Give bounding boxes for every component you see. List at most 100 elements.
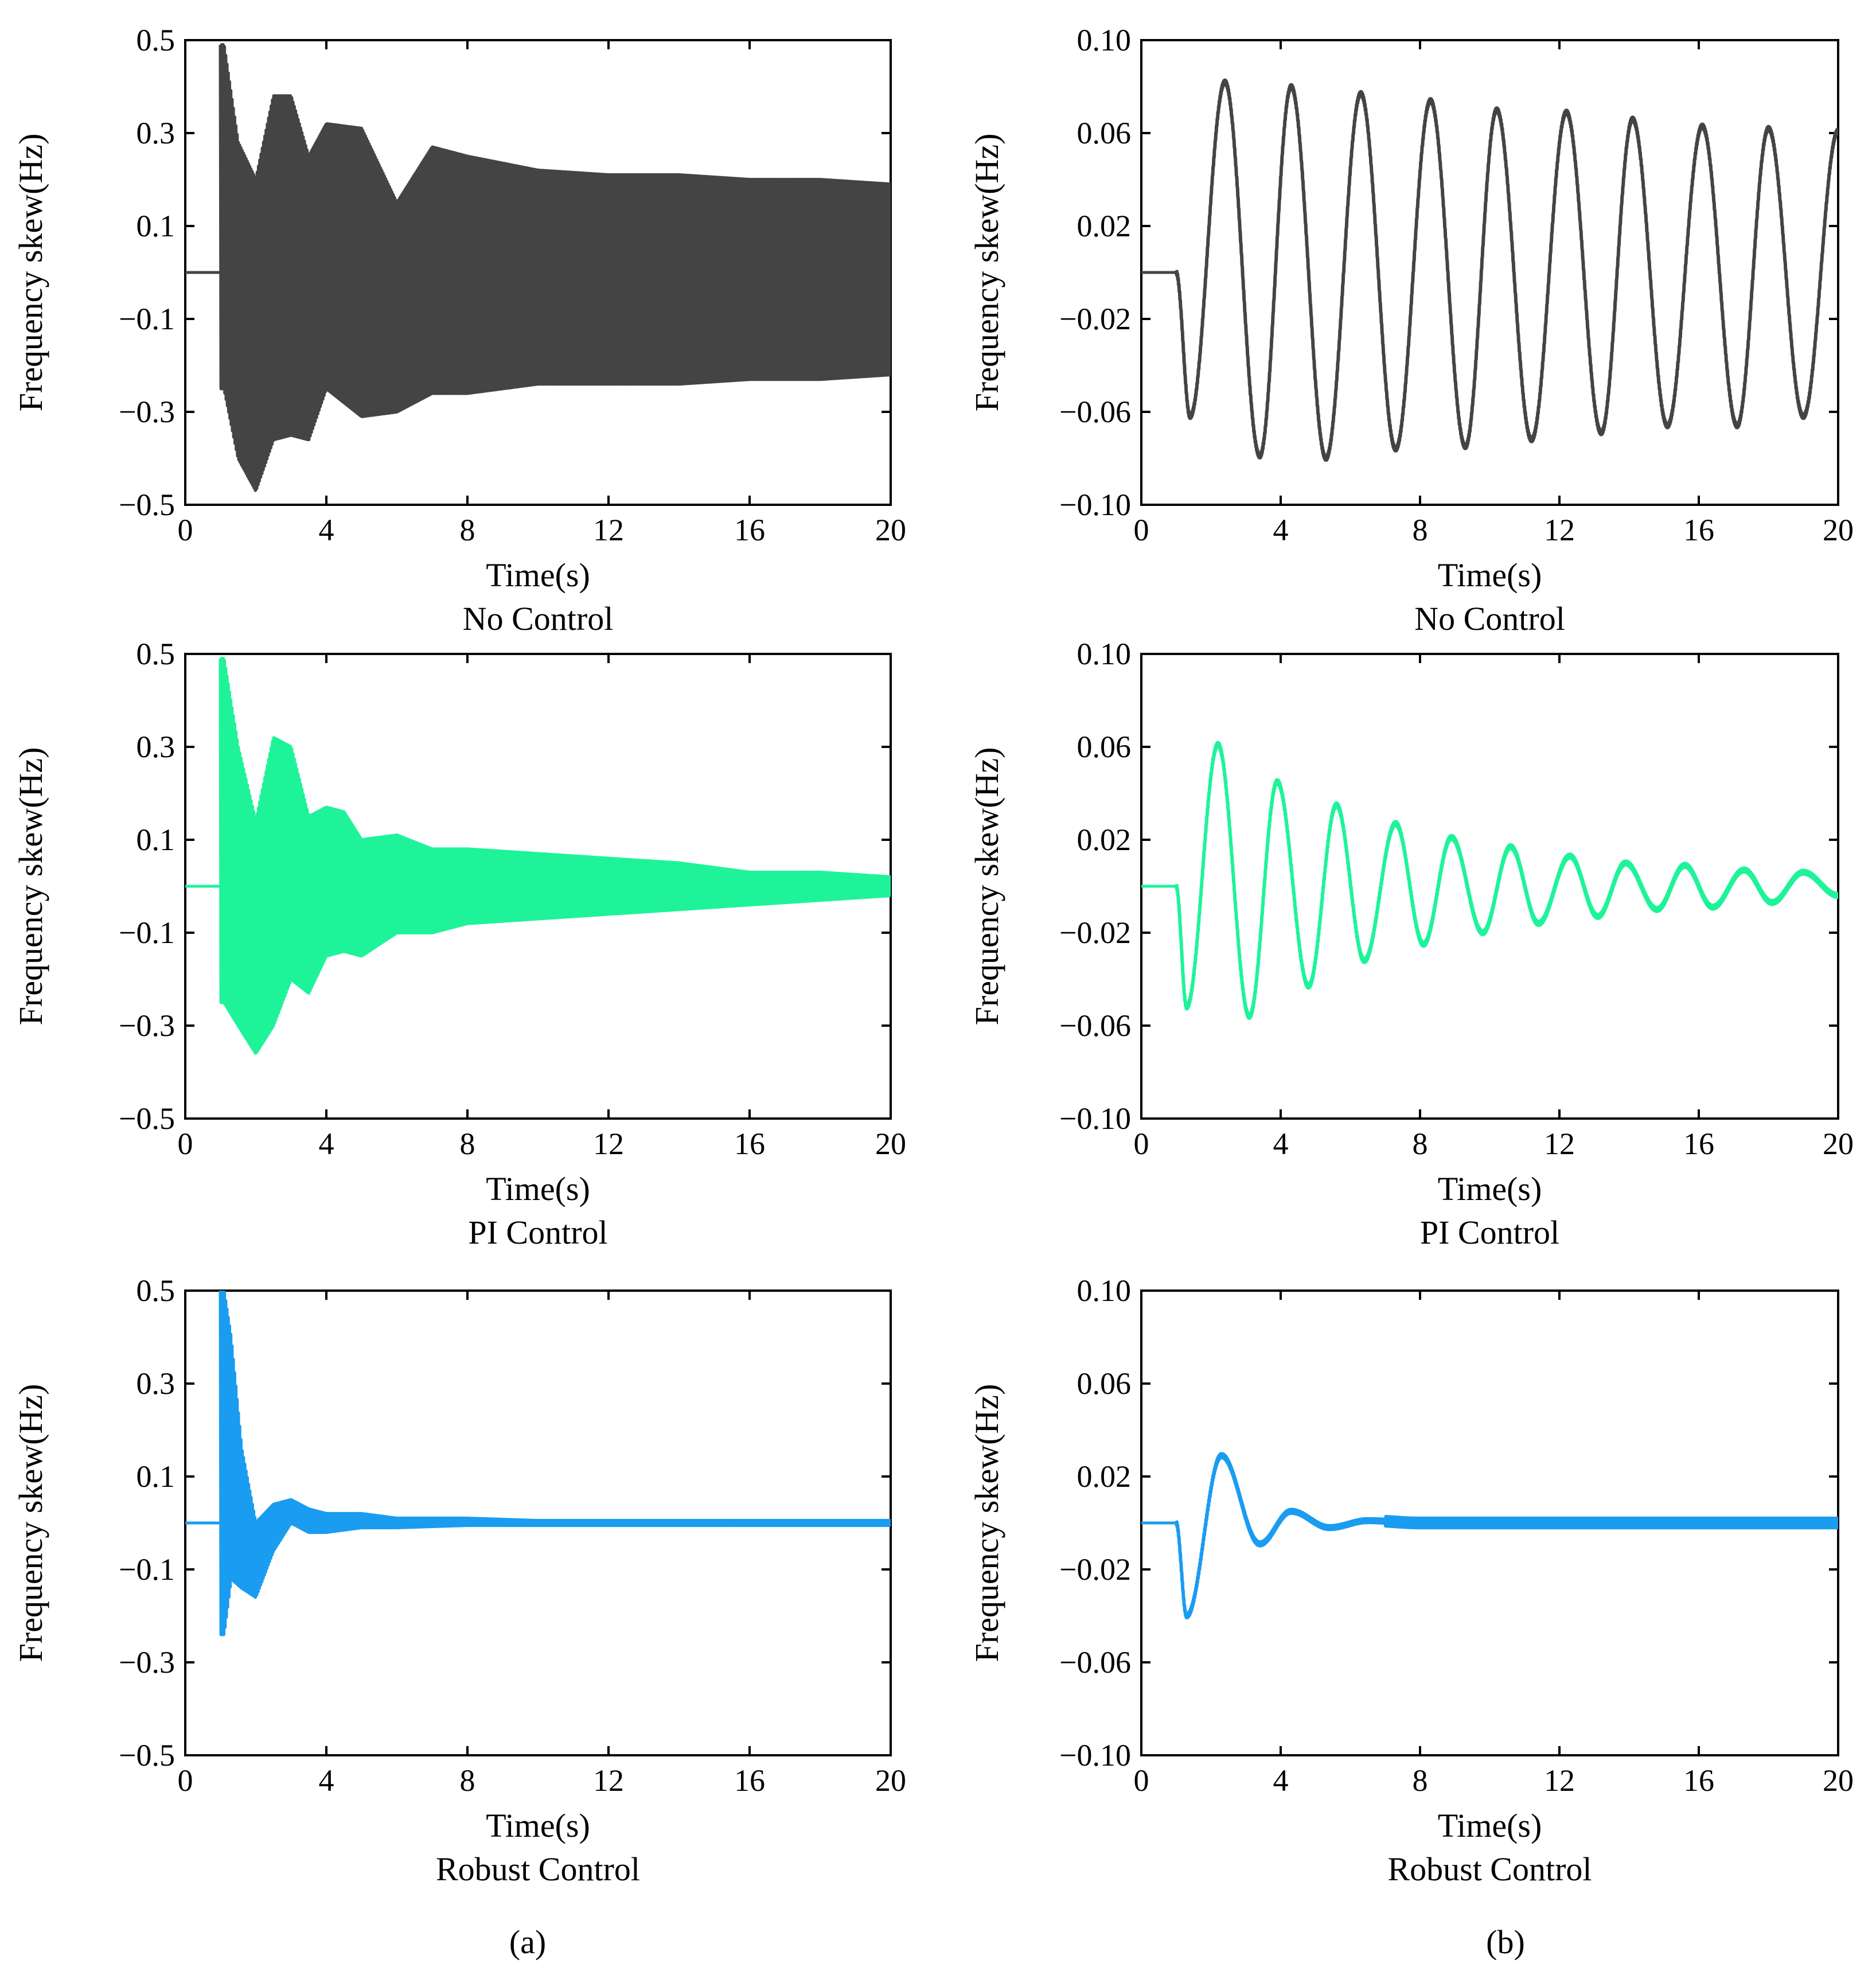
series-line — [219, 43, 891, 492]
y-tick-label: 0.06 — [1077, 1366, 1132, 1401]
plot-area-frame — [1140, 653, 1839, 1120]
x-tick-label: 12 — [1544, 1127, 1575, 1161]
chart-a-no-control: 0 4 8 12 16 20 0.5 0.3 0.1 −0.1 −0.3 −0.5 Time(s) Fre… — [12, 23, 906, 637]
x-tick-label: 12 — [593, 1127, 624, 1161]
y-axis-label: Frequency skew(Hz) — [968, 1384, 1005, 1662]
x-axis-label: Time(s) — [1438, 556, 1542, 594]
series-line — [219, 657, 891, 1055]
chart-b-pi-control: 0 4 8 12 16 20 0.10 0.06 0.02 −0.02 −0.06 −0.10 Time… — [968, 637, 1854, 1251]
x-tick-label: 12 — [1544, 1763, 1575, 1798]
x-tick-label: 4 — [319, 513, 334, 547]
series-group — [1141, 1452, 1838, 1620]
x-tick-label: 4 — [1273, 1763, 1289, 1798]
y-tick-label: 0.06 — [1077, 730, 1132, 764]
y-tick-label: 0.1 — [136, 209, 175, 243]
y-tick-label: 0.10 — [1077, 23, 1132, 57]
series-line — [219, 1291, 891, 1637]
x-tick-label: 0 — [178, 513, 193, 547]
x-tick-label: 0 — [178, 1763, 193, 1798]
y-tick-label: −0.02 — [1059, 915, 1131, 950]
x-tick-label: 12 — [593, 513, 624, 547]
x-tick-label: 8 — [1413, 1763, 1428, 1798]
y-tick-label: 0.5 — [136, 23, 175, 57]
x-axis-label: Time(s) — [1438, 1170, 1542, 1207]
series-group — [185, 657, 891, 1055]
y-tick-label: 0.06 — [1077, 116, 1132, 150]
y-tick-label: −0.10 — [1059, 488, 1131, 522]
x-tick-label: 8 — [460, 513, 475, 547]
x-tick-label: 0 — [1134, 1127, 1149, 1161]
x-tick-label: 16 — [1683, 513, 1714, 547]
x-tick-label: 20 — [1823, 513, 1854, 547]
x-tick-label: 16 — [734, 1763, 765, 1798]
chart-title: Robust Control — [1387, 1850, 1592, 1888]
y-tick-label: −0.10 — [1059, 1101, 1131, 1136]
y-tick-label: 0.5 — [136, 637, 175, 671]
y-tick-label: −0.06 — [1059, 1008, 1131, 1043]
y-tick-label: 0.3 — [136, 730, 175, 764]
x-tick-label: 4 — [319, 1763, 334, 1798]
y-tick-label: −0.5 — [119, 1738, 175, 1772]
x-tick-label: 8 — [1413, 513, 1428, 547]
x-tick-label: 20 — [1823, 1127, 1854, 1161]
x-tick-label: 8 — [460, 1763, 475, 1798]
y-tick-label: 0.10 — [1077, 1273, 1132, 1308]
series-group — [1141, 78, 1838, 462]
chart-title: No Control — [1414, 600, 1565, 637]
y-tick-label: 0.10 — [1077, 637, 1132, 671]
series-line — [1174, 741, 1838, 1020]
chart-a-robust-control: 0 4 8 12 16 20 0.5 0.3 0.1 −0.1 −0.3 −0.5 Time(s) Fre… — [12, 1273, 906, 1888]
x-tick-label: 12 — [593, 1763, 624, 1798]
x-tick-label: 0 — [1134, 1763, 1149, 1798]
x-tick-label: 4 — [1273, 1127, 1289, 1161]
x-axis-label: Time(s) — [486, 1170, 590, 1207]
y-axis-label: Frequency skew(Hz) — [12, 747, 49, 1026]
x-axis-label: Time(s) — [486, 1807, 590, 1844]
figure-label-a: (a) — [509, 1923, 546, 1961]
figure-label-b: (b) — [1486, 1923, 1525, 1961]
x-tick-label: 20 — [875, 1127, 906, 1161]
series-line — [1174, 1452, 1838, 1620]
chart-title: Robust Control — [436, 1850, 640, 1888]
y-tick-label: 0.02 — [1077, 1459, 1132, 1494]
y-tick-label: −0.02 — [1059, 1552, 1131, 1587]
series-group — [185, 43, 891, 492]
y-axis-label: Frequency skew(Hz) — [12, 1384, 49, 1662]
x-axis-label: Time(s) — [486, 556, 590, 594]
y-tick-label: 0.5 — [136, 1273, 175, 1308]
x-tick-label: 16 — [1683, 1127, 1714, 1161]
x-tick-label: 12 — [1544, 513, 1575, 547]
chart-b-robust-control: 0 4 8 12 16 20 0.10 0.06 0.02 −0.02 −0.06 −0.10 Time… — [968, 1273, 1854, 1888]
y-tick-label: −0.5 — [119, 488, 175, 522]
y-tick-label: 0.02 — [1077, 209, 1132, 243]
y-tick-label: 0.3 — [136, 1366, 175, 1401]
x-tick-label: 20 — [875, 1763, 906, 1798]
y-tick-label: −0.3 — [119, 1008, 175, 1043]
y-tick-label: −0.3 — [119, 395, 175, 429]
y-tick-label: 0.1 — [136, 823, 175, 857]
x-tick-label: 8 — [460, 1127, 475, 1161]
x-tick-label: 16 — [1683, 1763, 1714, 1798]
y-tick-label: −0.1 — [119, 302, 175, 336]
series-line — [1174, 78, 1838, 462]
x-tick-label: 20 — [875, 513, 906, 547]
y-tick-label: −0.3 — [119, 1645, 175, 1680]
y-tick-label: −0.5 — [119, 1101, 175, 1136]
y-tick-label: −0.06 — [1059, 395, 1131, 429]
x-tick-label: 4 — [319, 1127, 334, 1161]
x-tick-label: 16 — [734, 1127, 765, 1161]
x-tick-label: 0 — [178, 1127, 193, 1161]
x-tick-label: 4 — [1273, 513, 1289, 547]
y-tick-label: −0.10 — [1059, 1738, 1131, 1772]
chart-title: PI Control — [468, 1214, 607, 1251]
chart-b-no-control: 0 4 8 12 16 20 0.10 0.06 0.02 −0.02 −0.06 −0.10 Time… — [968, 23, 1854, 637]
series-group — [1141, 741, 1838, 1020]
plot-area-frame — [1140, 39, 1839, 506]
x-axis-label: Time(s) — [1438, 1807, 1542, 1844]
x-tick-label: 0 — [1134, 513, 1149, 547]
y-tick-label: −0.02 — [1059, 302, 1131, 336]
chart-a-pi-control: 0 4 8 12 16 20 0.5 0.3 0.1 −0.1 −0.3 −0.5 Time(s) Fre… — [12, 637, 906, 1251]
x-tick-label: 8 — [1413, 1127, 1428, 1161]
y-tick-label: −0.1 — [119, 1552, 175, 1587]
